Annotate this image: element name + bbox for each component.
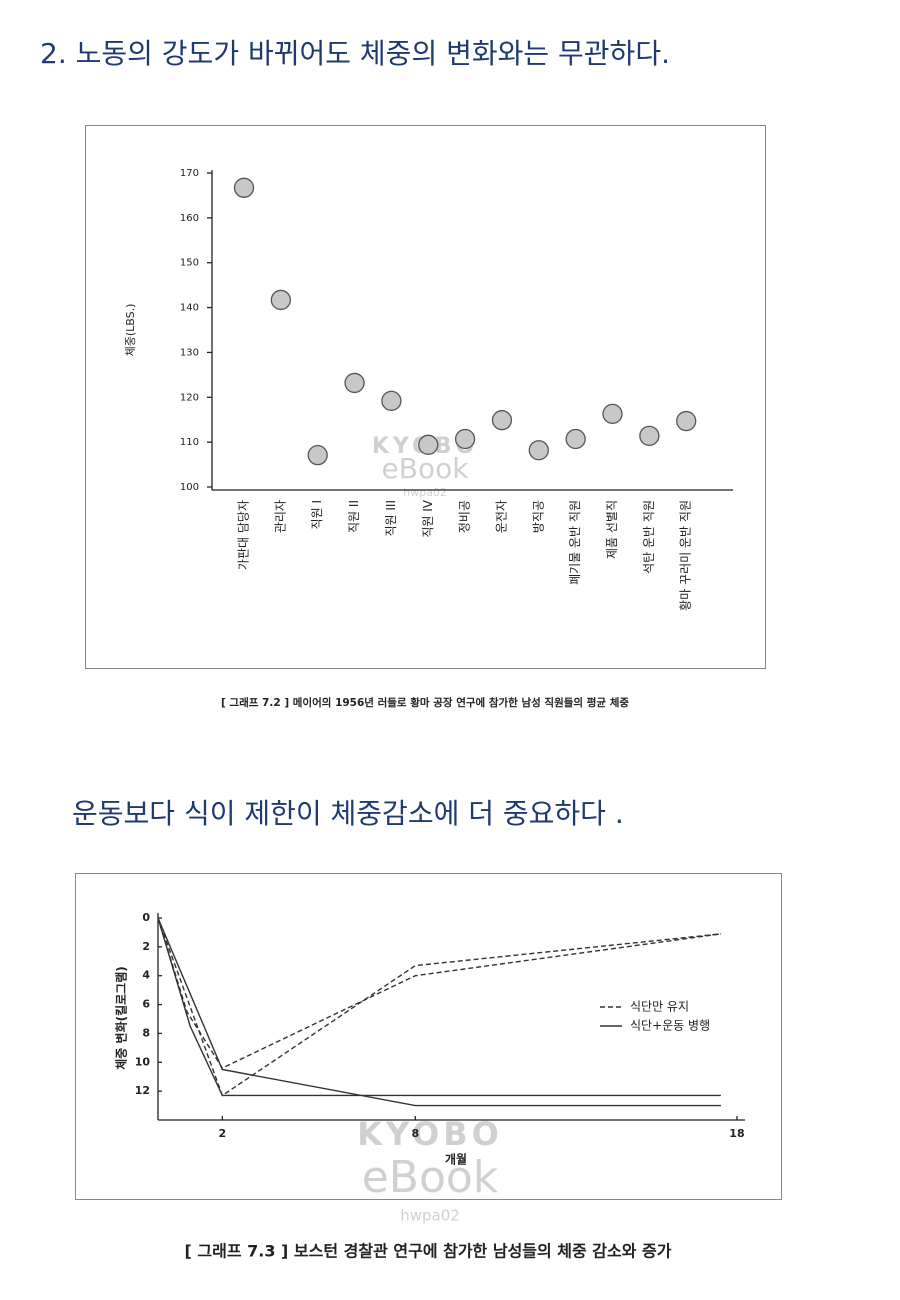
x-tick-label: 2 (219, 1127, 227, 1140)
x-tick-label: 방직공 (531, 500, 545, 533)
y-tick-label: 110 (180, 437, 199, 448)
y-axis-label: 체중(LBS.) (124, 304, 137, 357)
dot (344, 372, 365, 394)
heading: 운동보다 식이 제한이 체중감소에 더 중요하다 . (72, 797, 624, 830)
x-tick-label: 가판대 담당자 (237, 500, 251, 570)
legend-label: 식단만 유지 (630, 1000, 689, 1014)
x-tick-label: 석탄 운반 직원 (642, 500, 656, 574)
watermark: hwpa02 (400, 1207, 460, 1225)
watermark: hwpa02 (403, 486, 447, 499)
caption: [ 그래프 7.3 ] 보스턴 경찰관 연구에 참가한 남성들의 체중 감소와 … (185, 1242, 672, 1261)
dot (270, 289, 292, 311)
y-tick-label: 4 (142, 969, 150, 982)
y-tick-label: 150 (180, 258, 199, 269)
watermark: eBook (382, 452, 470, 485)
dot (381, 390, 402, 412)
y-tick-label: 130 (180, 347, 199, 358)
x-tick-label: 직원 III (384, 500, 398, 537)
x-tick-label: 운전자 (494, 500, 508, 533)
y-tick-label: 8 (142, 1026, 150, 1039)
y-axis-label: 체중 변화(킬로그램) (114, 966, 129, 1069)
x-tick-label: 폐기물 운반 직원 (568, 500, 582, 585)
x-tick-label: 직원 II (347, 500, 361, 533)
line (157, 917, 721, 1097)
dot (307, 445, 328, 466)
chart-frame (85, 125, 766, 669)
dot (676, 410, 697, 432)
caption: [ 그래프 7.2 ] 메이어의 1956년 러들로 황마 공장 연구에 참가한… (221, 696, 629, 709)
dot (528, 440, 549, 461)
y-tick-label: 2 (142, 940, 150, 953)
x-tick-label: 황마 꾸러미 운반 직원 (679, 500, 693, 611)
dot (454, 428, 476, 450)
x-axis-label: 개월 (445, 1152, 467, 1167)
dot (491, 410, 513, 431)
watermark: eBook (362, 1152, 499, 1203)
watermark: KYOBO (357, 1115, 503, 1153)
x-tick-label: 직원 I (310, 500, 324, 529)
line (157, 917, 721, 1107)
x-tick-label: 관리자 (273, 500, 287, 533)
y-tick-label: 100 (180, 482, 199, 493)
y-tick-label: 0 (142, 911, 150, 924)
x-tick-label: 정비공 (458, 500, 472, 533)
chart-frame (75, 873, 782, 1200)
dot (602, 403, 623, 425)
dot (418, 434, 439, 455)
x-tick-label: 직원 IV (421, 499, 435, 537)
y-tick-label: 6 (142, 998, 150, 1011)
dot (233, 177, 255, 198)
y-tick-label: 120 (180, 392, 199, 403)
y-tick-label: 170 (180, 168, 199, 179)
heading: 2. 노동의 강도가 바뀌어도 체중의 변화와는 무관하다. (40, 37, 670, 70)
legend-label: 식단+운동 병행 (630, 1018, 710, 1033)
y-tick-label: 12 (135, 1084, 150, 1097)
x-tick-label: 18 (729, 1127, 744, 1140)
y-tick-label: 160 (180, 213, 199, 224)
dot (639, 425, 660, 447)
x-tick-label: 제품 선별직 (605, 500, 619, 559)
line (157, 917, 721, 1097)
y-tick-label: 10 (135, 1055, 151, 1068)
y-tick-label: 140 (180, 303, 199, 314)
dot (565, 428, 586, 450)
x-tick-label: 8 (411, 1127, 419, 1140)
